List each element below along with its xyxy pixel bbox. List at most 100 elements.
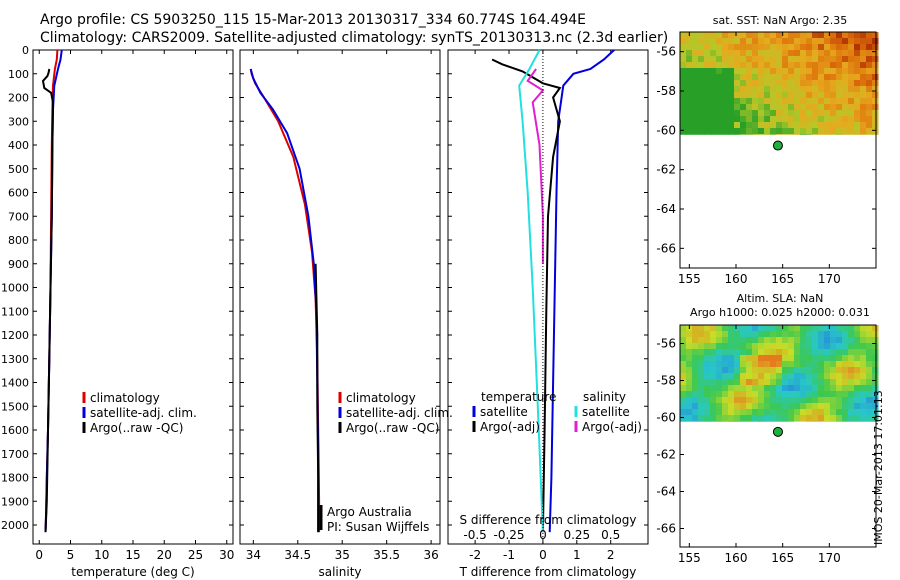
heatmap-cell: [728, 355, 735, 362]
heatmap-cell: [776, 343, 783, 350]
heatmap-cell: [728, 98, 735, 105]
y-tick-label: 900: [8, 258, 29, 271]
heatmap-cell: [764, 62, 771, 69]
heatmap-cell: [800, 110, 807, 117]
series-line: [491, 58, 562, 533]
heatmap-cell: [680, 38, 687, 45]
heatmap-cell: [722, 337, 729, 344]
heatmap-cell: [704, 62, 711, 69]
heatmap-cell: [722, 403, 729, 410]
heatmap-cell: [788, 343, 795, 350]
heatmap-cell: [770, 337, 777, 344]
heatmap-cell: [812, 403, 819, 410]
heatmap-cell: [680, 391, 687, 398]
heatmap-cell: [764, 355, 771, 362]
heatmap-cell: [818, 331, 825, 338]
heatmap-cell: [758, 80, 765, 87]
heatmap-cell: [830, 74, 837, 81]
heatmap-cell: [788, 409, 795, 416]
heatmap-cell: [686, 116, 693, 123]
heatmap-cell: [752, 104, 759, 111]
heatmap-cell: [794, 391, 801, 398]
heatmap-cell: [788, 86, 795, 93]
heatmap-cell: [848, 409, 855, 416]
heatmap-cell: [824, 110, 831, 117]
heatmap-cell: [794, 38, 801, 45]
heatmap-cell: [824, 409, 831, 416]
heatmap-cell: [686, 50, 693, 57]
heatmap-cell: [698, 92, 705, 99]
heatmap-cell: [728, 128, 735, 135]
heatmap-cell: [752, 409, 759, 416]
heatmap-cell: [818, 50, 825, 57]
heatmap-cell: [752, 44, 759, 51]
heatmap-cell: [752, 62, 759, 69]
heatmap-cell: [776, 355, 783, 362]
heatmap-cell: [722, 415, 729, 422]
heatmap-cell: [818, 56, 825, 63]
heatmap-cell: [872, 80, 879, 87]
heatmap-cell: [800, 92, 807, 99]
argo-position-marker: [772, 426, 783, 437]
heatmap-cell: [734, 74, 741, 81]
heatmap-cell: [716, 421, 723, 422]
heatmap-cell: [734, 92, 741, 99]
heatmap-cell: [752, 385, 759, 392]
series-line: [41, 68, 55, 533]
heatmap-cell: [698, 409, 705, 416]
heatmap-cell: [686, 44, 693, 51]
heatmap-cell: [698, 397, 705, 404]
heatmap-cell: [824, 361, 831, 368]
heatmap-cell: [680, 110, 687, 117]
heatmap-cell: [842, 415, 849, 422]
heatmap-cell: [698, 385, 705, 392]
x-tick-label: 160: [725, 272, 748, 286]
heatmap-cell: [716, 128, 723, 135]
heatmap-cell: [782, 110, 789, 117]
heatmap-cell: [764, 325, 771, 332]
heatmap-cell: [848, 367, 855, 374]
heatmap-cell: [776, 110, 783, 117]
heatmap-cell: [698, 38, 705, 45]
heatmap-cell: [812, 50, 819, 57]
heatmap-cell: [860, 379, 867, 386]
heatmap-cell: [728, 391, 735, 398]
heatmap-cell: [770, 74, 777, 81]
heatmap-cell: [692, 122, 699, 129]
heatmap-cell: [872, 110, 879, 117]
heatmap-cell: [854, 74, 861, 81]
heatmap-cell: [710, 367, 717, 374]
heatmap-cell: [716, 116, 723, 123]
heatmap-cell: [818, 367, 825, 374]
heatmap-cell: [854, 343, 861, 350]
heatmap-cell: [686, 391, 693, 398]
heatmap-cell: [680, 122, 687, 129]
heatmap-cell: [848, 331, 855, 338]
heatmap-cell: [692, 403, 699, 410]
heatmap-cell: [770, 421, 777, 422]
heatmap-cell: [680, 379, 687, 386]
heatmap-cell: [782, 385, 789, 392]
heatmap-cell: [710, 409, 717, 416]
heatmap-cell: [824, 331, 831, 338]
heatmap-cell: [872, 32, 879, 39]
heatmap-cell: [734, 116, 741, 123]
heatmap-cell: [746, 104, 753, 111]
heatmap-cell: [698, 122, 705, 129]
heatmap-cell: [848, 44, 855, 51]
heatmap-cell: [842, 349, 849, 356]
heatmap-cell: [680, 337, 687, 344]
heatmap-cell: [746, 44, 753, 51]
heatmap-cell: [830, 409, 837, 416]
heatmap-cell: [866, 367, 873, 374]
heatmap-cell: [848, 361, 855, 368]
heatmap-cell: [848, 38, 855, 45]
heatmap-cell: [728, 92, 735, 99]
heatmap-cell: [716, 343, 723, 350]
heatmap-cell: [776, 74, 783, 81]
heatmap-cell: [854, 68, 861, 75]
heatmap-cell: [836, 38, 843, 45]
heatmap-cell: [686, 343, 693, 350]
heatmap-cell: [794, 62, 801, 69]
